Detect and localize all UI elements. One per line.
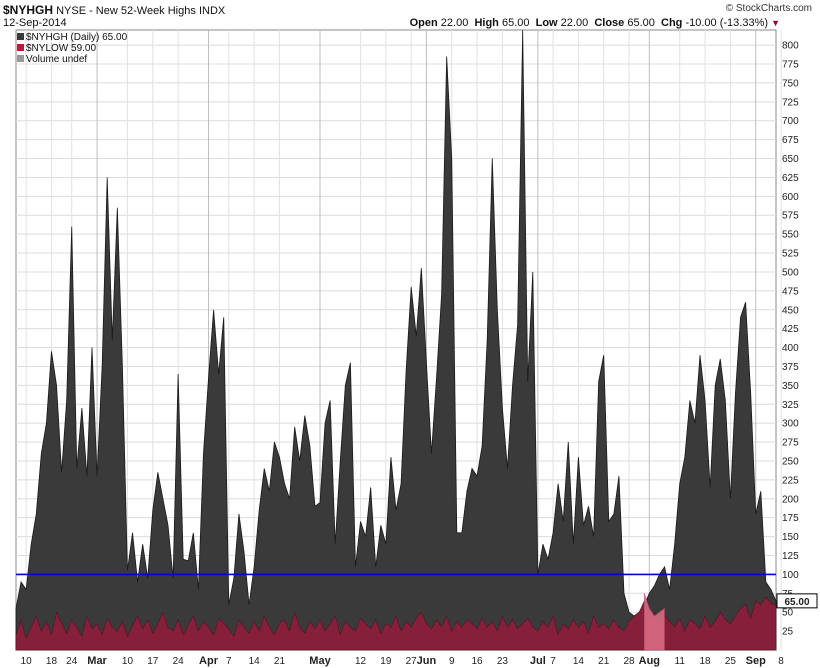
y-tick-label: 600: [782, 192, 799, 203]
x-tick-label: 24: [66, 656, 78, 667]
x-tick-label: 16: [472, 656, 484, 667]
chg-label: Chg: [661, 17, 683, 29]
y-tick-label: 200: [782, 494, 799, 505]
legend-swatch-icon: [17, 44, 24, 51]
y-tick-label: 800: [782, 41, 799, 52]
x-tick-label: 28: [624, 656, 636, 667]
y-tick-label: 625: [782, 173, 799, 184]
y-tick-label: 375: [782, 362, 799, 373]
low-value: 22.00: [560, 17, 589, 29]
x-tick-label: 7: [226, 656, 232, 667]
x-tick-label: 14: [573, 656, 585, 667]
x-tick-label: 12: [355, 656, 367, 667]
x-tick-label: 10: [122, 656, 134, 667]
legend-label: $NYHGH (Daily) 65.00: [26, 32, 128, 43]
x-tick-label: 25: [725, 656, 737, 667]
last-value-box: [776, 593, 818, 609]
x-tick-label: Sep: [746, 655, 766, 667]
y-tick-label: 525: [782, 249, 799, 260]
y-tick-label: 775: [782, 60, 799, 71]
x-tick-label: Aug: [639, 655, 660, 667]
legend-item-nylow: $NYLOW 59.00: [17, 43, 127, 54]
description-label: NYSE - New 52-Week Highs: [56, 5, 196, 17]
symbol-label: $NYHGH: [3, 3, 54, 17]
y-tick-label: 425: [782, 324, 799, 335]
y-tick-label: 350: [782, 381, 799, 392]
y-tick-label: 125: [782, 551, 799, 562]
legend-swatch-icon: [17, 55, 24, 62]
legend-item-volume: Volume undef: [17, 54, 127, 65]
credit-label: © StockCharts.com: [725, 3, 812, 14]
x-tick-label: 14: [249, 656, 261, 667]
y-tick-label: 100: [782, 570, 799, 581]
x-tick-label: 7: [550, 656, 556, 667]
low-label: Low: [535, 17, 558, 29]
y-tick-label: 725: [782, 97, 799, 108]
last-value-label: 65.00: [784, 597, 809, 608]
y-tick-label: 300: [782, 419, 799, 430]
y-tick-label: 225: [782, 475, 799, 486]
x-tick-label: 19: [380, 656, 392, 667]
y-tick-label: 450: [782, 305, 799, 316]
chg-value: -10.00 (-13.33%): [685, 17, 769, 29]
y-tick-label: 475: [782, 286, 799, 297]
ohlc-readout: Open 22.00 High 65.00 Low 22.00 Close 65…: [410, 17, 780, 29]
y-tick-label: 325: [782, 400, 799, 411]
x-tick-label: 9: [449, 656, 455, 667]
legend: $NYHGH (Daily) 65.00 $NYLOW 59.00 Volume…: [17, 32, 127, 65]
x-tick-label: 21: [274, 656, 286, 667]
y-tick-label: 50: [782, 608, 794, 619]
series-area-nylow-highlight: [643, 593, 665, 651]
open-label: Open: [409, 17, 438, 29]
exchange-label: INDX: [198, 5, 226, 17]
close-label: Close: [594, 17, 625, 29]
legend-swatch-icon: [17, 33, 24, 40]
high-label: High: [474, 17, 499, 29]
x-tick-label: 27: [406, 656, 418, 667]
y-tick-label: 25: [782, 627, 794, 638]
date-label: 12-Sep-2014: [3, 17, 67, 29]
x-tick-label: 24: [173, 656, 185, 667]
x-tick-label: Jun: [417, 655, 437, 667]
x-tick-label: May: [309, 655, 331, 667]
high-value: 65.00: [501, 17, 530, 29]
x-tick-label: 17: [147, 656, 159, 667]
y-tick-label: 650: [782, 154, 799, 165]
series-area-nyhgh: [15, 29, 777, 651]
x-tick-label: Mar: [87, 655, 107, 667]
legend-label: Volume undef: [26, 54, 88, 65]
chart-title-line: $NYHGH NYSE - New 52-Week Highs INDX: [3, 3, 820, 17]
x-tick-label: Apr: [199, 655, 219, 667]
y-tick-label: 500: [782, 267, 799, 278]
x-tick-label: 8: [778, 656, 784, 667]
x-tick-label: 10: [21, 656, 33, 667]
x-tick-label: 18: [46, 656, 58, 667]
legend-label: $NYLOW 59.00: [26, 43, 97, 54]
legend-item-nyhgh: $NYHGH (Daily) 65.00: [17, 32, 127, 43]
y-tick-label: 675: [782, 135, 799, 146]
down-arrow-icon: ▼: [771, 18, 780, 28]
y-tick-label: 400: [782, 343, 799, 354]
open-value: 22.00: [440, 17, 469, 29]
y-tick-label: 150: [782, 532, 799, 543]
y-tick-label: 250: [782, 456, 799, 467]
x-tick-label: 23: [497, 656, 509, 667]
y-tick-label: 175: [782, 513, 799, 524]
y-tick-label: 700: [782, 116, 799, 127]
y-tick-label: 750: [782, 78, 799, 89]
x-tick-label: Jul: [530, 655, 546, 667]
x-tick-label: 11: [675, 656, 686, 667]
y-tick-label: 275: [782, 438, 799, 449]
close-value: 65.00: [627, 17, 655, 29]
x-tick-label: 21: [598, 656, 610, 667]
y-tick-label: 575: [782, 211, 799, 222]
x-tick-label: 18: [700, 656, 712, 667]
y-tick-label: 550: [782, 230, 799, 241]
